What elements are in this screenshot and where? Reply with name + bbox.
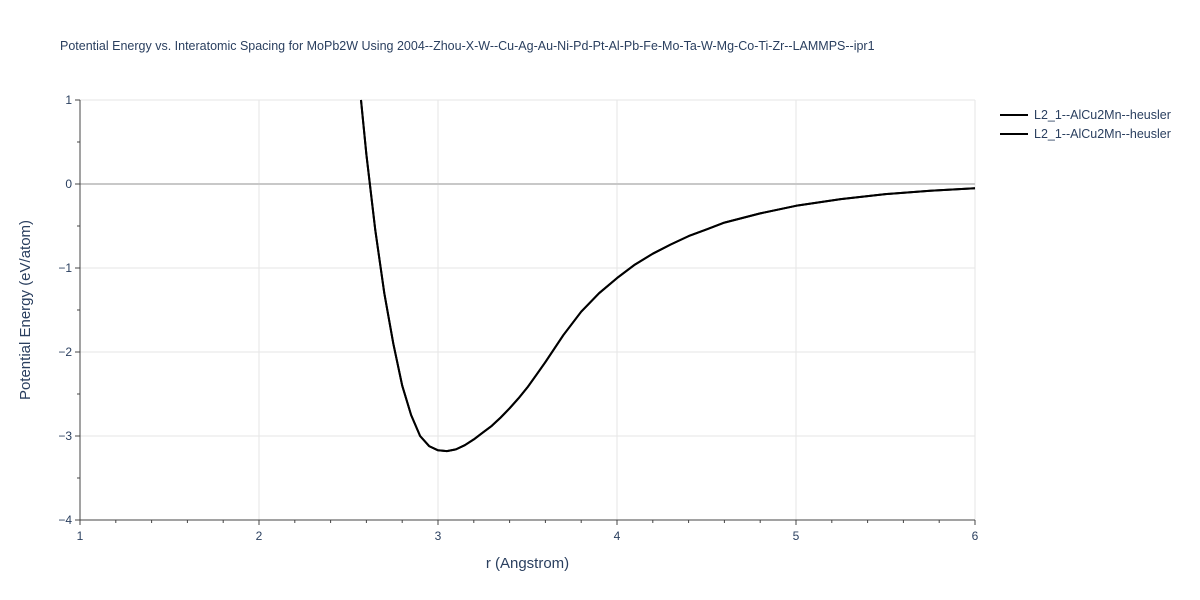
series-lines [360, 99, 976, 453]
x-tick-label: 4 [614, 529, 621, 543]
y-tick-label: −2 [58, 345, 72, 359]
y-tick-label: −4 [58, 513, 72, 527]
x-tick-label: 6 [972, 529, 979, 543]
axes: 1 2 3 4 5 6 −4 −3 −2 −1 0 1 [58, 93, 978, 543]
series-line [360, 99, 976, 453]
x-tick-label: 3 [435, 529, 442, 543]
x-tick-label: 2 [256, 529, 263, 543]
x-tick-label: 5 [793, 529, 800, 543]
legend-item[interactable]: L2_1--AlCu2Mn--heusler [1000, 108, 1171, 122]
y-axis-label: Potential Energy (eV/atom) [17, 220, 34, 400]
y-tick-label: 1 [65, 93, 72, 107]
legend-item[interactable]: L2_1--AlCu2Mn--heusler [1000, 127, 1171, 141]
x-axis-label: r (Angstrom) [486, 555, 569, 572]
grid-lines [80, 99, 976, 520]
legend-label: L2_1--AlCu2Mn--heusler [1034, 127, 1171, 141]
y-tick-label: −1 [58, 261, 72, 275]
legend[interactable]: L2_1--AlCu2Mn--heusler L2_1--AlCu2Mn--heu… [1000, 108, 1171, 141]
legend-label: L2_1--AlCu2Mn--heusler [1034, 108, 1171, 122]
y-tick-label: −3 [58, 429, 72, 443]
chart-title: Potential Energy vs. Interatomic Spacing… [60, 39, 875, 53]
y-tick-label: 0 [65, 177, 72, 191]
x-tick-label: 1 [77, 529, 84, 543]
